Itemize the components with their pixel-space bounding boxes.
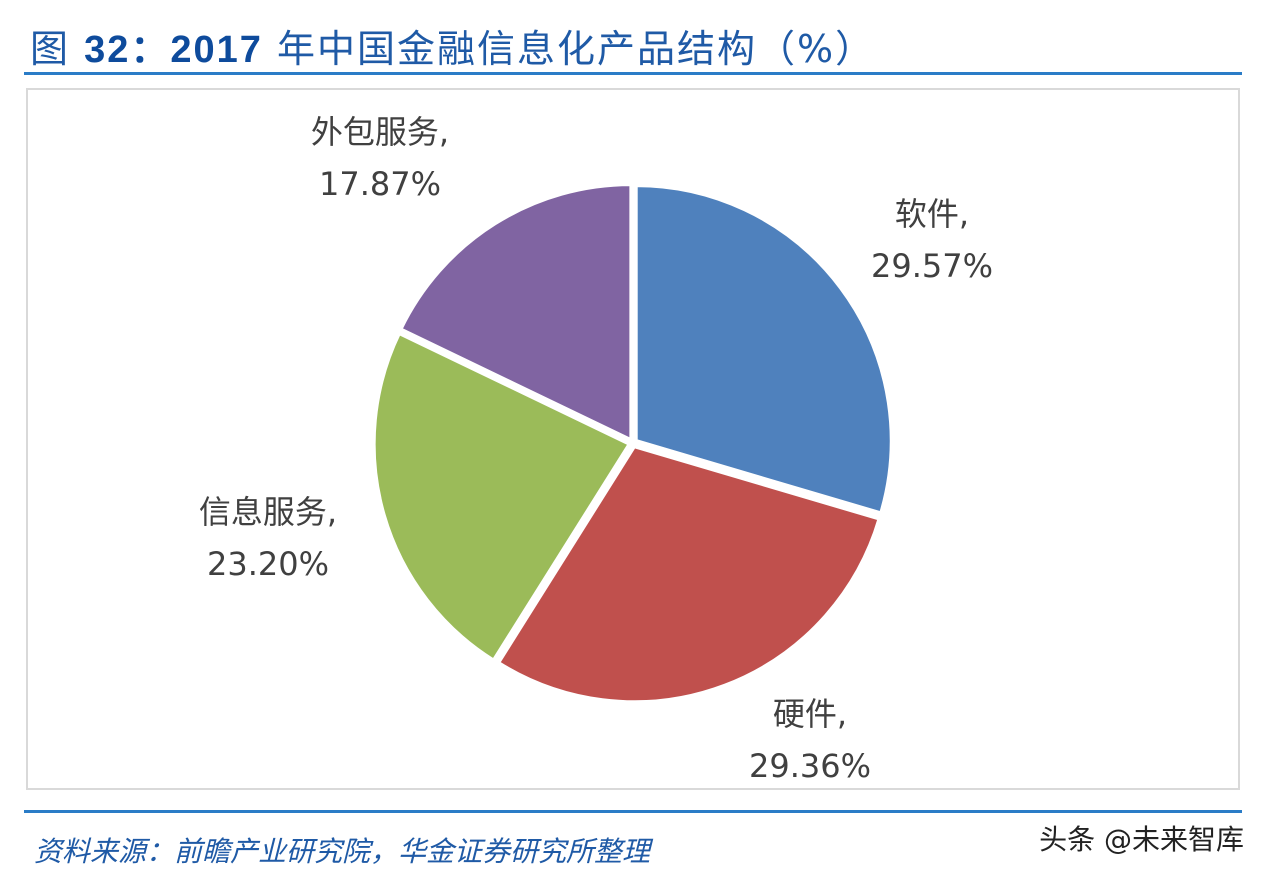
slice-label-outsourcing: 外包服务, 17.87% xyxy=(280,106,480,210)
label-name: 软件, xyxy=(894,195,970,233)
bottom-divider xyxy=(24,810,1242,813)
pie-slice-info-service xyxy=(372,331,632,663)
pie-slice-outsourcing xyxy=(399,183,633,442)
title-suffix: 年中国金融信息化产品结构（%） xyxy=(262,27,876,71)
title-number: 32：2017 xyxy=(84,29,263,71)
top-divider xyxy=(24,72,1242,75)
title-prefix: 图 xyxy=(30,27,85,71)
source-note: 资料来源：前瞻产业研究院，华金证券研究所整理 xyxy=(34,835,651,868)
label-name: 外包服务, xyxy=(310,113,450,151)
slice-label-hardware: 硬件, 29.36% xyxy=(720,688,900,792)
label-name: 硬件, xyxy=(772,695,848,733)
label-value: 29.57% xyxy=(870,247,993,285)
pie-slice-software xyxy=(634,184,893,515)
label-value: 29.36% xyxy=(748,747,871,785)
label-value: 17.87% xyxy=(318,165,441,203)
pie-slice-hardware xyxy=(496,444,881,704)
slice-label-software: 软件, 29.57% xyxy=(842,188,1022,292)
label-name: 信息服务, xyxy=(198,493,338,531)
chart-title: 图 32：2017 年中国金融信息化产品结构（%） xyxy=(30,18,875,73)
label-value: 23.20% xyxy=(206,545,329,583)
watermark: 头条 @未来智库 xyxy=(1039,823,1244,856)
slice-label-info-service: 信息服务, 23.20% xyxy=(168,486,368,590)
